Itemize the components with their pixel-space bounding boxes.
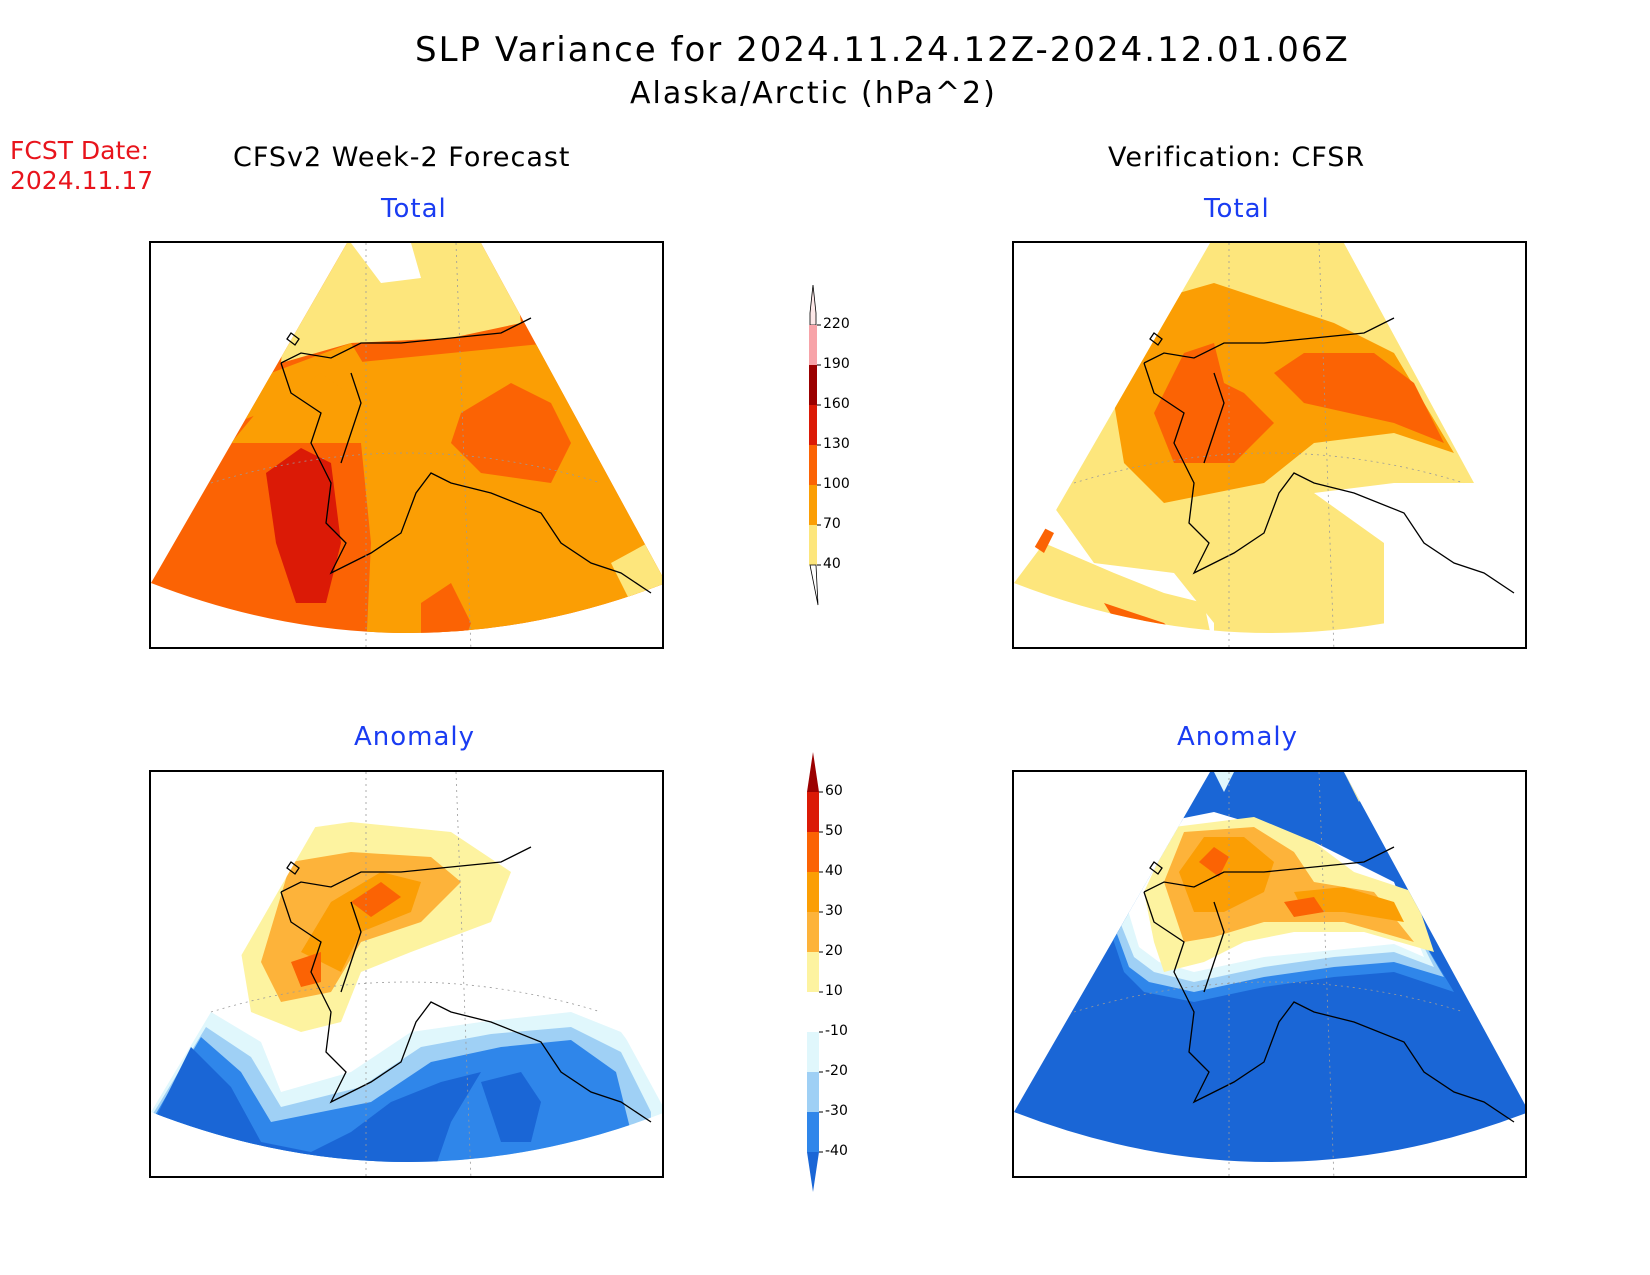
anomaly-colorbar-swatch <box>807 1032 819 1072</box>
forecast-total-label: Total <box>381 194 447 224</box>
anomaly-colorbar-label: 20 <box>825 943 843 959</box>
verification-anomaly-label: Anomaly <box>1177 722 1299 752</box>
verification-anomaly-map <box>1012 770 1527 1178</box>
fcst-date-label: FCST Date: <box>10 136 150 165</box>
anomaly-colorbar-swatch <box>807 792 819 832</box>
anomaly-colorbar-label: -40 <box>825 1143 848 1159</box>
verification-total-map <box>1012 241 1527 649</box>
total-colorbar-label: 100 <box>823 476 850 492</box>
anomaly-colorbar-label: -20 <box>825 1063 848 1079</box>
total-colorbar-swatch <box>809 325 817 365</box>
anomaly-colorbar-swatch <box>807 952 819 992</box>
anomaly-colorbar-swatch <box>807 912 819 952</box>
anomaly-colorbar-label: 40 <box>825 863 843 879</box>
anomaly-colorbar-swatch <box>807 1112 819 1152</box>
anomaly-colorbar-label: -30 <box>825 1103 848 1119</box>
anomaly-colorbar-label: 30 <box>825 903 843 919</box>
total-colorbar: 220 190 160 130 100 70 40 <box>796 284 876 615</box>
forecast-anomaly-label: Anomaly <box>354 722 476 752</box>
anomaly-colorbar-swatch <box>807 872 819 912</box>
total-colorbar-swatch <box>809 405 817 445</box>
total-colorbar-swatch <box>809 365 817 405</box>
anomaly-colorbar-label: 50 <box>825 823 843 839</box>
forecast-anomaly-map <box>149 770 664 1178</box>
verification-total-label: Total <box>1204 194 1270 224</box>
total-colorbar-label: 160 <box>823 396 850 412</box>
fcst-date-block: FCST Date: 2024.11.17 <box>10 136 153 196</box>
total-colorbar-swatch <box>809 445 817 485</box>
main-subtitle: Alaska/Arctic (hPa^2) <box>630 76 997 111</box>
total-colorbar-swatch <box>809 525 817 565</box>
anomaly-colorbar: 60 50 40 30 20 10 -10 -20 -30 -40 <box>796 752 876 1202</box>
anomaly-colorbar-label: 60 <box>825 783 843 799</box>
anomaly-colorbar-swatch <box>807 1072 819 1112</box>
total-colorbar-label: 70 <box>823 516 841 532</box>
main-title: SLP Variance for 2024.11.24.12Z-2024.12.… <box>415 30 1350 70</box>
forecast-column-title: CFSv2 Week-2 Forecast <box>233 142 571 173</box>
anomaly-colorbar-label: -10 <box>825 1023 848 1039</box>
forecast-total-map <box>149 241 664 649</box>
total-colorbar-label: 220 <box>823 316 850 332</box>
verification-column-title: Verification: CFSR <box>1108 142 1366 173</box>
anomaly-colorbar-swatch <box>807 992 819 1032</box>
anomaly-colorbar-label: 10 <box>825 983 843 999</box>
total-colorbar-label: 40 <box>823 556 841 572</box>
fcst-date-value: 2024.11.17 <box>10 166 154 195</box>
anomaly-colorbar-swatch <box>807 832 819 872</box>
total-colorbar-swatch <box>809 485 817 525</box>
total-colorbar-label: 190 <box>823 356 850 372</box>
total-colorbar-label: 130 <box>823 436 850 452</box>
